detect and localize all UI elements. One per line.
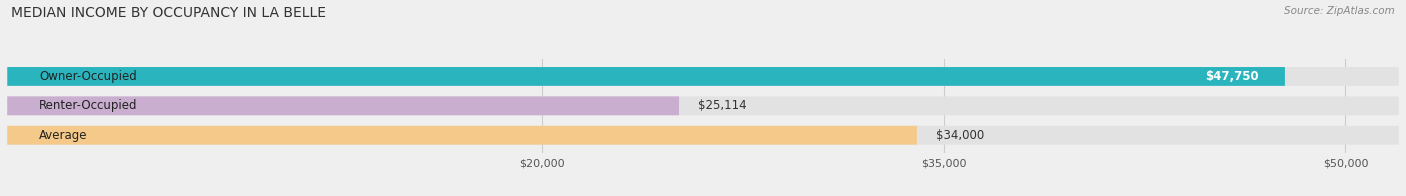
Text: MEDIAN INCOME BY OCCUPANCY IN LA BELLE: MEDIAN INCOME BY OCCUPANCY IN LA BELLE <box>11 6 326 20</box>
Text: $34,000: $34,000 <box>936 129 984 142</box>
FancyBboxPatch shape <box>7 126 1399 145</box>
Text: Renter-Occupied: Renter-Occupied <box>39 99 138 112</box>
FancyBboxPatch shape <box>7 96 679 115</box>
FancyBboxPatch shape <box>7 96 1399 115</box>
FancyBboxPatch shape <box>7 67 1399 86</box>
FancyBboxPatch shape <box>7 67 1285 86</box>
FancyBboxPatch shape <box>7 126 917 145</box>
Text: Owner-Occupied: Owner-Occupied <box>39 70 136 83</box>
Text: $47,750: $47,750 <box>1205 70 1258 83</box>
Text: Source: ZipAtlas.com: Source: ZipAtlas.com <box>1284 6 1395 16</box>
Text: Average: Average <box>39 129 87 142</box>
Text: $25,114: $25,114 <box>697 99 747 112</box>
